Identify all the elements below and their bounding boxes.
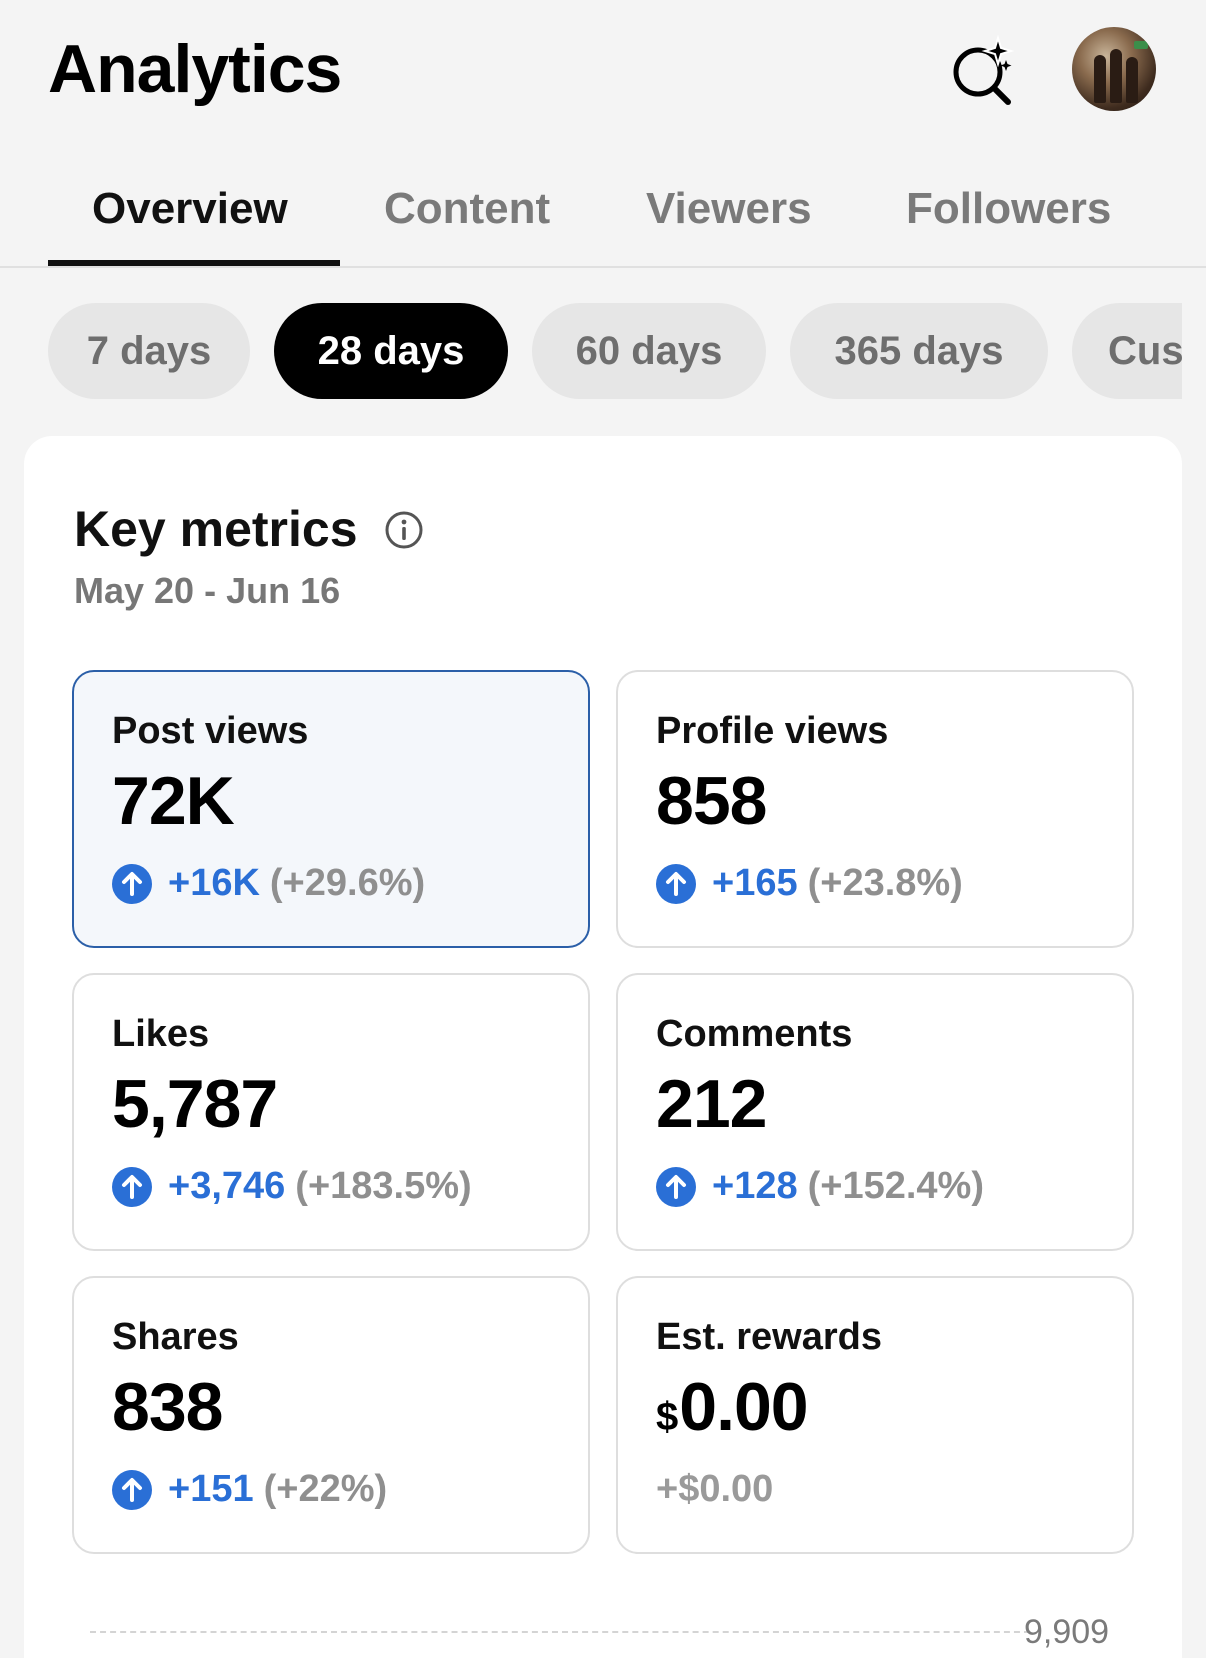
avatar-photo-figure: [1094, 55, 1106, 103]
metric-delta-value: +128: [712, 1165, 798, 1207]
metric-card-likes[interactable]: Likes 5,787 +3,746 (+183.5%): [72, 973, 590, 1251]
metric-delta-percent: (+22%): [263, 1468, 388, 1510]
avatar-photo-figure: [1126, 57, 1138, 103]
metric-card-shares[interactable]: Shares 838 +151 (+22%): [72, 1276, 590, 1554]
metric-delta-value: +16K: [168, 862, 260, 904]
metric-label: Post views: [112, 710, 309, 752]
active-tab-indicator: [48, 260, 340, 266]
metric-delta-percent: (+152.4%): [807, 1165, 984, 1207]
currency-symbol: $: [656, 1395, 678, 1439]
metric-delta-value: +165: [712, 862, 798, 904]
avatar-photo-detail: [1134, 41, 1148, 49]
avatar-photo-figure: [1110, 49, 1122, 103]
key-metrics-title: Key metrics: [74, 501, 358, 557]
metric-value: 858: [656, 763, 767, 839]
page-title: Analytics: [48, 31, 342, 107]
metric-delta-percent: (+23.8%): [807, 862, 963, 904]
metric-delta: +165 (+23.8%): [656, 862, 963, 905]
metric-label: Comments: [656, 1013, 853, 1055]
metric-value: $0.00: [656, 1368, 809, 1446]
metric-value: 72K: [112, 763, 235, 839]
tab-viewers[interactable]: Viewers: [646, 184, 812, 233]
metric-value: 838: [112, 1369, 223, 1445]
metric-value: 212: [656, 1066, 767, 1142]
info-icon[interactable]: [384, 510, 424, 550]
metric-card-profile-views[interactable]: Profile views 858 +165 (+23.8%): [616, 670, 1134, 948]
metric-delta-value: +$0.00: [656, 1468, 774, 1510]
chart-axis-label: 9,909: [1024, 1613, 1110, 1651]
arrow-up-circle-icon: [112, 863, 152, 904]
metric-delta: +16K (+29.6%): [112, 862, 425, 905]
metric-delta: +3,746 (+183.5%): [112, 1165, 472, 1208]
avatar[interactable]: [1072, 27, 1156, 111]
tab-followers[interactable]: Followers: [906, 184, 1112, 233]
range-chip-60-days[interactable]: 60 days: [532, 303, 766, 399]
arrow-up-circle-icon: [656, 1166, 696, 1207]
range-chip-custom[interactable]: Cus: [1072, 303, 1182, 399]
arrow-up-circle-icon: [112, 1166, 152, 1207]
tab-overview[interactable]: Overview: [92, 184, 288, 233]
metric-delta: +128 (+152.4%): [656, 1165, 984, 1208]
metric-card-post-views[interactable]: Post views 72K +16K (+29.6%): [72, 670, 590, 948]
metric-label: Shares: [112, 1316, 239, 1358]
metric-label: Est. rewards: [656, 1316, 882, 1358]
range-chip-28-days[interactable]: 28 days: [274, 303, 508, 399]
metric-value-amount: 0.00: [679, 1369, 808, 1445]
key-metrics-card: Key metrics May 20 - Jun 16 Post views 7…: [24, 436, 1182, 1658]
range-chip-365-days[interactable]: 365 days: [790, 303, 1048, 399]
metric-card-est-rewards[interactable]: Est. rewards $0.00 +$0.00: [616, 1276, 1134, 1554]
range-chip-7-days[interactable]: 7 days: [48, 303, 250, 399]
arrow-up-circle-icon: [112, 1469, 152, 1510]
analytics-tabs: Overview Content Viewers Followers: [0, 160, 1206, 268]
chart-gridline: [90, 1631, 1030, 1633]
arrow-up-circle-icon: [656, 863, 696, 904]
metric-delta-percent: (+29.6%): [269, 862, 426, 904]
ai-search-button[interactable]: [946, 34, 1020, 108]
metric-label: Likes: [112, 1013, 210, 1055]
metric-delta-percent: (+183.5%): [295, 1165, 472, 1207]
metric-card-comments[interactable]: Comments 212 +128 (+152.4%): [616, 973, 1134, 1251]
tab-content[interactable]: Content: [384, 184, 551, 233]
metric-delta: +151 (+22%): [112, 1468, 387, 1511]
header: Analytics: [0, 0, 1206, 150]
metric-delta-value: +151: [168, 1468, 254, 1510]
metric-delta: +$0.00: [656, 1468, 773, 1511]
metric-delta-value: +3,746: [168, 1165, 286, 1207]
metric-value: 5,787: [112, 1066, 278, 1142]
date-range-text: May 20 - Jun 16: [74, 570, 341, 611]
date-range-selector: 7 days 28 days 60 days 365 days Cus: [0, 303, 1182, 399]
metric-label: Profile views: [656, 710, 889, 752]
sparkle-search-icon: [953, 34, 1015, 105]
